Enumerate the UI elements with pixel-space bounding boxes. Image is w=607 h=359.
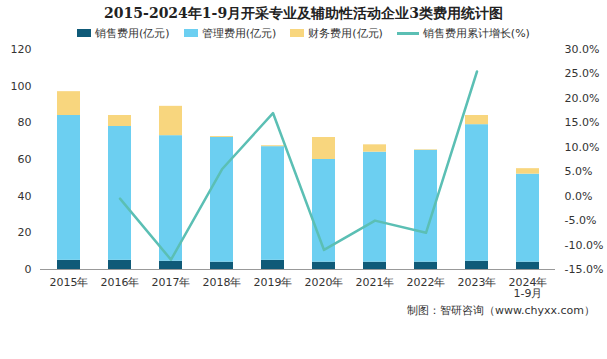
svg-text:20.0%: 20.0% xyxy=(565,92,600,105)
svg-text:2023年: 2023年 xyxy=(458,276,497,289)
html-text:制图：智研咨询（www.chyxx.com）: 制图：智研咨询（www.chyxx.com） xyxy=(407,304,595,317)
svg-text:2017年: 2017年 xyxy=(152,276,191,289)
svg-text:20: 20 xyxy=(18,226,32,239)
svg-text:2021年: 2021年 xyxy=(356,276,395,289)
svg-text:15.0%: 15.0% xyxy=(565,116,600,129)
svg-text:25.0%: 25.0% xyxy=(565,67,600,80)
svg-text:2019年: 2019年 xyxy=(254,276,293,289)
svg-text:60: 60 xyxy=(18,153,32,166)
svg-text:-5.0%: -5.0% xyxy=(565,214,597,227)
svg-text:2018年: 2018年 xyxy=(203,276,242,289)
svg-text:2022年: 2022年 xyxy=(407,276,446,289)
svg-text:30.0%: 30.0% xyxy=(565,43,600,56)
html-text:销售费用(亿元): 销售费用(亿元) xyxy=(95,26,170,40)
svg-text:80: 80 xyxy=(18,116,32,129)
svg-text:0: 0 xyxy=(25,263,32,276)
svg-text:2015年: 2015年 xyxy=(50,276,89,289)
html-text:管理费用(亿元): 管理费用(亿元) xyxy=(201,26,277,40)
svg-text:2024年1-9月: 2024年1-9月 xyxy=(509,276,548,300)
html-text:2015-2024年1-9月开采专业及辅助性活动企业3类费用: 2015-2024年1-9月开采专业及辅助性活动企业3类费用统计图 xyxy=(104,5,503,21)
html-text:销售费用累计增长(%): 销售费用累计增长(%) xyxy=(422,26,530,40)
svg-text:5.0%: 5.0% xyxy=(565,165,593,178)
svg-text:2016年: 2016年 xyxy=(101,276,140,289)
svg-text:120: 120 xyxy=(11,43,32,56)
svg-text:40: 40 xyxy=(18,190,32,203)
svg-text:-10.0%: -10.0% xyxy=(565,239,604,252)
svg-text:2020年: 2020年 xyxy=(305,276,344,289)
svg-text:-15.0%: -15.0% xyxy=(565,263,604,276)
svg-text:10.0%: 10.0% xyxy=(565,141,600,154)
html-text:财务费用(亿元): 财务费用(亿元) xyxy=(308,26,383,40)
svg-text:100: 100 xyxy=(11,80,32,93)
svg-text:0.0%: 0.0% xyxy=(565,190,593,203)
